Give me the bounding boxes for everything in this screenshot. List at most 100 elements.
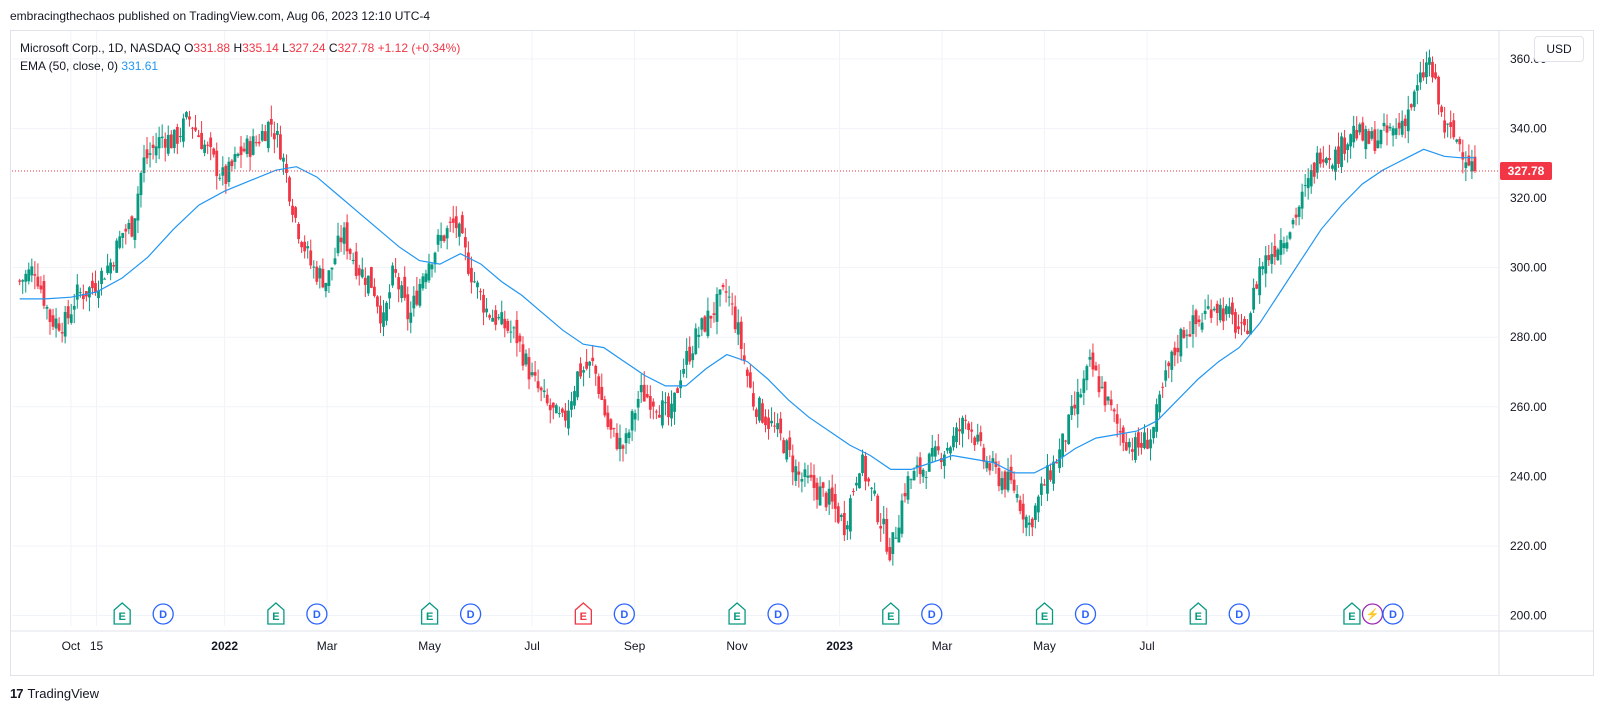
candle-body: [1061, 433, 1065, 458]
candle-body: [803, 469, 807, 477]
candle-body: [1167, 362, 1171, 367]
high-label: H: [233, 41, 243, 55]
candle-body: [821, 482, 825, 488]
candle-body: [1200, 322, 1204, 330]
candle-body: [603, 399, 607, 416]
candle-body: [1385, 125, 1389, 133]
candle-body: [1215, 303, 1219, 314]
candle-body: [248, 141, 252, 157]
candle-body: [130, 216, 134, 237]
candle-body: [503, 318, 507, 329]
candle-body: [466, 252, 470, 274]
candle-body: [1249, 313, 1252, 335]
candle-body: [1230, 302, 1234, 315]
candle-body: [618, 437, 622, 450]
low-label: L: [282, 41, 289, 55]
candle-body: [949, 447, 952, 454]
candle-body: [1406, 109, 1410, 132]
candle-body: [1027, 522, 1031, 525]
dividend-icon: [1228, 603, 1250, 625]
candle-body: [1279, 239, 1283, 255]
earnings-icon-label: E: [580, 611, 587, 623]
dividend-icon: [459, 603, 482, 625]
candle-body: [1227, 306, 1231, 314]
candle-body: [1000, 478, 1004, 491]
candle-body: [1039, 483, 1043, 495]
candle-body: [645, 394, 649, 398]
candle-body: [1064, 440, 1068, 442]
candle-body: [1312, 162, 1316, 177]
candle-body: [733, 306, 737, 330]
candle-body: [433, 252, 437, 265]
candle-body: [830, 487, 834, 502]
candle-body: [66, 306, 70, 319]
candle-body: [236, 153, 240, 157]
candle-body: [91, 280, 94, 289]
candle-body: [312, 266, 316, 268]
candle-body: [1446, 123, 1450, 125]
candle-body: [1094, 365, 1098, 371]
candle-body: [376, 296, 379, 307]
candle-body: [1088, 357, 1092, 360]
candle-body: [791, 455, 795, 473]
candle-body: [218, 177, 222, 179]
candle-body: [1422, 72, 1425, 78]
candle-body: [1243, 318, 1246, 326]
candle-body: [1428, 57, 1431, 65]
open-label: O: [184, 41, 194, 55]
candle-body: [227, 161, 231, 183]
candle-body: [524, 353, 528, 365]
candle-body: [858, 473, 861, 489]
candle-body: [1288, 232, 1292, 239]
candle-body: [412, 295, 416, 309]
candle-body: [909, 479, 913, 481]
currency-button[interactable]: USD: [1534, 36, 1584, 62]
candle-body: [1437, 76, 1440, 105]
candle-body: [512, 327, 516, 329]
candle-body: [63, 312, 67, 337]
candle-body: [288, 177, 291, 202]
candle-body: [824, 492, 828, 508]
candle-body: [800, 479, 804, 482]
candle-body: [548, 404, 552, 411]
candle-body: [245, 138, 249, 154]
earnings-icon: [1343, 602, 1361, 625]
earnings-icon-label: E: [1195, 611, 1202, 623]
candle-body: [642, 384, 646, 402]
candle-body: [491, 317, 495, 322]
candle-body: [48, 309, 52, 322]
x-tick-label: Sep: [624, 639, 646, 653]
candle-body: [1203, 310, 1207, 315]
candle-body: [309, 250, 313, 266]
candle-body: [1036, 496, 1040, 513]
dividend-icon: [613, 603, 635, 625]
candle-body: [739, 321, 743, 349]
x-tick-label: Jul: [524, 639, 539, 653]
candle-body: [855, 482, 858, 486]
candle-body: [903, 492, 907, 497]
candle-body: [81, 294, 85, 300]
candle-body: [397, 277, 401, 290]
candle-body: [1070, 406, 1074, 415]
candle-body: [1261, 266, 1265, 270]
candle-body: [185, 112, 188, 118]
candle-body: [406, 294, 410, 320]
candle-body: [182, 118, 185, 142]
candle-body: [1294, 214, 1298, 218]
candle-body: [457, 223, 461, 237]
candle-body: [1376, 140, 1380, 149]
candle-body: [297, 224, 301, 240]
tradingview-logo[interactable]: 17 TradingView: [10, 686, 99, 701]
candle-body: [976, 434, 980, 442]
candle-body: [282, 157, 285, 162]
candle-body: [579, 363, 582, 377]
candle-body: [100, 270, 103, 285]
candle-body: [206, 144, 210, 146]
candle-body: [1461, 152, 1465, 160]
candle-body: [1140, 442, 1143, 448]
candle-body: [751, 393, 755, 407]
ema-line: [19, 148, 1475, 474]
candle-body: [1030, 518, 1034, 528]
candle-body: [615, 432, 619, 450]
